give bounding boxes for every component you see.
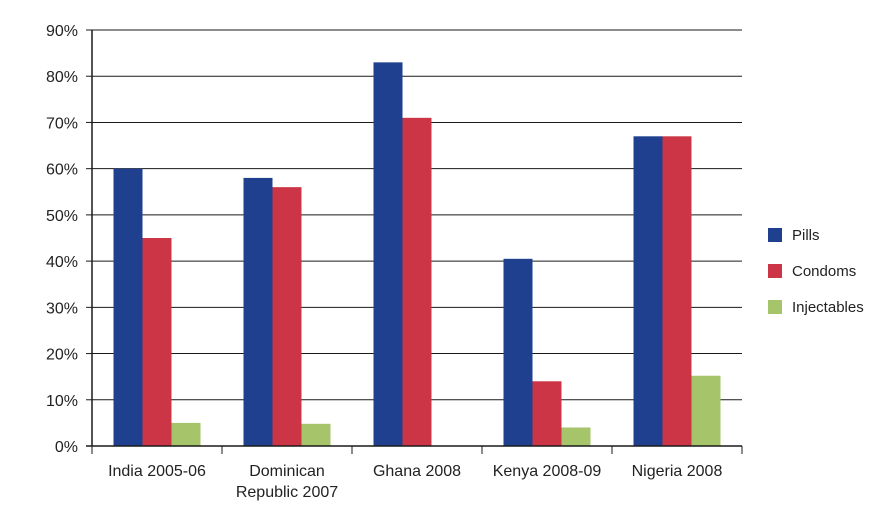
legend-swatch-pills (768, 228, 782, 242)
legend-swatch-condoms (768, 264, 782, 278)
bar-injectables-3 (561, 427, 591, 446)
y-axis-ticks: 0% 10% 20% 30% 40% 50% 60% 70% 80% 90% (46, 23, 92, 456)
y-tick-label: 70% (46, 115, 78, 132)
y-tick-label: 80% (46, 69, 78, 86)
legend: Pills Condoms Injectables (768, 227, 864, 316)
x-category-label: India 2005-06 (108, 463, 206, 480)
bar-pills-2 (373, 62, 403, 446)
bar-pills-1 (243, 177, 273, 446)
y-tick-label: 90% (46, 23, 78, 40)
bars (113, 62, 721, 447)
legend-swatch-injectables (768, 300, 782, 314)
bar-injectables-1 (301, 423, 331, 446)
y-tick-label: 50% (46, 208, 78, 225)
bar-condoms-2 (402, 117, 432, 447)
bar-pills-4 (633, 136, 663, 447)
bar-condoms-0 (142, 238, 172, 446)
x-category-label: Kenya 2008-09 (493, 463, 602, 480)
x-category-label: Nigeria 2008 (632, 463, 723, 480)
legend-label-pills: Pills (792, 227, 820, 244)
x-category-label: Dominican Republic 2007 (236, 463, 338, 501)
legend-label-injectables: Injectables (792, 299, 864, 316)
bar-injectables-0 (171, 422, 201, 446)
bar-condoms-1 (272, 187, 302, 446)
y-tick-label: 30% (46, 300, 78, 317)
bar-condoms-3 (532, 381, 562, 446)
x-axis-labels: India 2005-06 Dominican Republic 2007 Ghana… (108, 463, 722, 501)
y-tick-label: 0% (55, 439, 78, 456)
legend-label-condoms: Condoms (792, 263, 856, 280)
y-tick-label: 40% (46, 254, 78, 271)
x-category-label: Ghana 2008 (373, 463, 461, 480)
bar-injectables-4 (691, 375, 721, 446)
y-tick-label: 10% (46, 393, 78, 410)
y-tick-label: 20% (46, 347, 78, 364)
bar-condoms-4 (662, 136, 692, 447)
bar-pills-0 (113, 168, 143, 446)
bar-pills-3 (503, 258, 533, 446)
axes (86, 30, 743, 454)
y-tick-label: 60% (46, 162, 78, 179)
